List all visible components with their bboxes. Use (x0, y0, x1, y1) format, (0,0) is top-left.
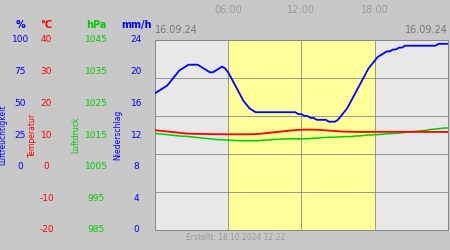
Text: 16.09.24: 16.09.24 (405, 25, 448, 35)
Text: 10: 10 (41, 130, 52, 140)
Text: %: % (15, 20, 25, 30)
Text: -20: -20 (39, 226, 54, 234)
Text: 0: 0 (44, 162, 50, 171)
Text: 16.09.24: 16.09.24 (155, 25, 198, 35)
Text: 1015: 1015 (85, 130, 108, 140)
Bar (228, 40, 374, 230)
Text: Luftdruck: Luftdruck (72, 117, 81, 153)
Text: 12: 12 (130, 130, 142, 140)
Text: 985: 985 (87, 226, 105, 234)
Text: 20: 20 (41, 99, 52, 108)
Text: 8: 8 (134, 162, 140, 171)
Text: 0: 0 (134, 226, 140, 234)
Text: Luftfeuchtigkeit: Luftfeuchtigkeit (0, 105, 7, 165)
Text: 1025: 1025 (85, 99, 108, 108)
Text: 12:00: 12:00 (288, 5, 315, 15)
Text: 25: 25 (14, 130, 26, 140)
Text: 30: 30 (41, 67, 52, 76)
Text: 995: 995 (87, 194, 105, 203)
Text: 24: 24 (131, 36, 142, 44)
Text: 40: 40 (41, 36, 52, 44)
Text: 18:00: 18:00 (361, 5, 388, 15)
Text: 75: 75 (14, 67, 26, 76)
Text: 100: 100 (12, 36, 29, 44)
Text: 4: 4 (134, 194, 139, 203)
Text: Erstellt: 18.10.2024 12:22: Erstellt: 18.10.2024 12:22 (186, 232, 286, 241)
Text: °C: °C (40, 20, 53, 30)
Text: 1035: 1035 (85, 67, 108, 76)
Text: 16: 16 (130, 99, 142, 108)
Text: Niederschlag: Niederschlag (113, 110, 122, 160)
Text: 0: 0 (17, 162, 23, 171)
Text: 1045: 1045 (85, 36, 108, 44)
Text: mm/h: mm/h (121, 20, 152, 30)
Text: 1005: 1005 (85, 162, 108, 171)
Text: Temperatur: Temperatur (28, 113, 37, 157)
Text: 50: 50 (14, 99, 26, 108)
Text: -10: -10 (39, 194, 54, 203)
Text: hPa: hPa (86, 20, 106, 30)
Text: 20: 20 (130, 67, 142, 76)
Text: 06:00: 06:00 (214, 5, 242, 15)
